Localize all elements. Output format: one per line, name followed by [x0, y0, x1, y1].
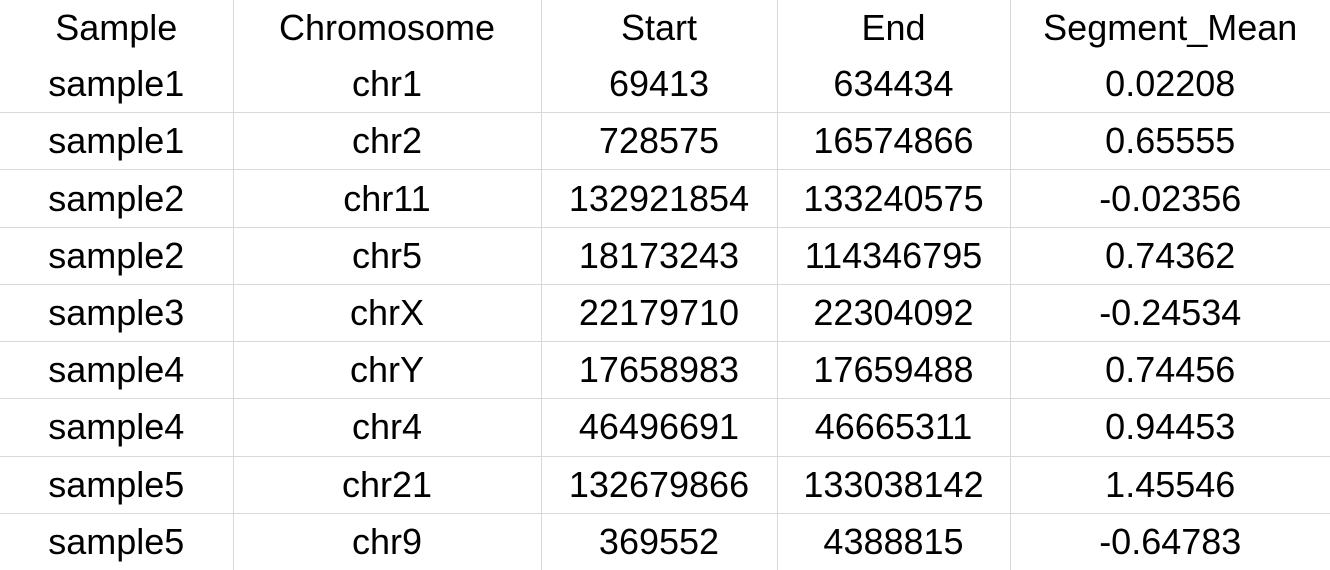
cell-segment-mean[interactable]: 0.74362: [1009, 226, 1330, 285]
cell-end[interactable]: 634434: [776, 56, 1011, 114]
table-row: sample4 chr4 46496691 46665311 0.94453: [0, 398, 1330, 457]
cell-start[interactable]: 17658983: [540, 341, 778, 400]
cell-chromosome[interactable]: chr9: [232, 512, 542, 570]
cell-end[interactable]: 17659488: [776, 341, 1011, 400]
table-row: sample3 chrX 22179710 22304092 -0.24534: [0, 283, 1330, 343]
cell-end[interactable]: 133240575: [776, 169, 1011, 228]
header-cell-start[interactable]: Start: [540, 0, 778, 56]
table-row: sample1 chr2 728575 16574866 0.65555: [0, 112, 1330, 171]
cell-start[interactable]: 728575: [540, 112, 778, 171]
cell-start[interactable]: 369552: [540, 512, 778, 570]
cell-sample[interactable]: sample4: [0, 341, 234, 400]
cell-segment-mean[interactable]: 0.74456: [1009, 341, 1330, 400]
cell-segment-mean[interactable]: 0.94453: [1009, 398, 1330, 457]
cell-sample[interactable]: sample1: [0, 56, 234, 114]
cell-start[interactable]: 18173243: [540, 226, 778, 285]
cell-sample[interactable]: sample2: [0, 169, 234, 228]
cell-segment-mean[interactable]: 1.45546: [1009, 455, 1330, 514]
cell-sample[interactable]: sample4: [0, 398, 234, 457]
cell-segment-mean[interactable]: -0.02356: [1009, 169, 1330, 228]
cell-chromosome[interactable]: chr2: [232, 112, 542, 171]
cell-segment-mean[interactable]: 0.65555: [1009, 112, 1330, 171]
cell-sample[interactable]: sample3: [0, 283, 234, 343]
cell-sample[interactable]: sample1: [0, 112, 234, 171]
table-row: sample2 chr11 132921854 133240575 -0.023…: [0, 169, 1330, 228]
cell-segment-mean[interactable]: 0.02208: [1009, 56, 1330, 114]
header-row: Sample Chromosome Start End Segment_Mean: [0, 0, 1330, 56]
table-row: sample4 chrY 17658983 17659488 0.74456: [0, 341, 1330, 400]
cell-start[interactable]: 69413: [540, 56, 778, 114]
cell-sample[interactable]: sample2: [0, 226, 234, 285]
header-cell-end[interactable]: End: [776, 0, 1011, 56]
cell-chromosome[interactable]: chrY: [232, 341, 542, 400]
cell-chromosome[interactable]: chr21: [232, 455, 542, 514]
cell-sample[interactable]: sample5: [0, 455, 234, 514]
cell-end[interactable]: 46665311: [776, 398, 1011, 457]
table-row: sample5 chr21 132679866 133038142 1.4554…: [0, 455, 1330, 514]
cell-chromosome[interactable]: chr11: [232, 169, 542, 228]
cell-end[interactable]: 4388815: [776, 512, 1011, 570]
cell-chromosome[interactable]: chr5: [232, 226, 542, 285]
header-cell-sample[interactable]: Sample: [0, 0, 234, 56]
cell-start[interactable]: 46496691: [540, 398, 778, 457]
cell-end[interactable]: 22304092: [776, 283, 1011, 343]
cell-end[interactable]: 16574866: [776, 112, 1011, 171]
cell-end[interactable]: 114346795: [776, 226, 1011, 285]
cell-segment-mean[interactable]: -0.24534: [1009, 283, 1330, 343]
table-row: sample5 chr9 369552 4388815 -0.64783: [0, 512, 1330, 570]
table-row: sample2 chr5 18173243 114346795 0.74362: [0, 226, 1330, 285]
cell-start[interactable]: 132679866: [540, 455, 778, 514]
header-cell-segment-mean[interactable]: Segment_Mean: [1009, 0, 1330, 56]
cell-chromosome[interactable]: chrX: [232, 283, 542, 343]
cell-end[interactable]: 133038142: [776, 455, 1011, 514]
cell-sample[interactable]: sample5: [0, 512, 234, 570]
cell-start[interactable]: 132921854: [540, 169, 778, 228]
cell-chromosome[interactable]: chr4: [232, 398, 542, 457]
header-cell-chromosome[interactable]: Chromosome: [232, 0, 542, 56]
cell-segment-mean[interactable]: -0.64783: [1009, 512, 1330, 570]
cell-start[interactable]: 22179710: [540, 283, 778, 343]
table-row: sample1 chr1 69413 634434 0.02208: [0, 56, 1330, 114]
cell-chromosome[interactable]: chr1: [232, 56, 542, 114]
